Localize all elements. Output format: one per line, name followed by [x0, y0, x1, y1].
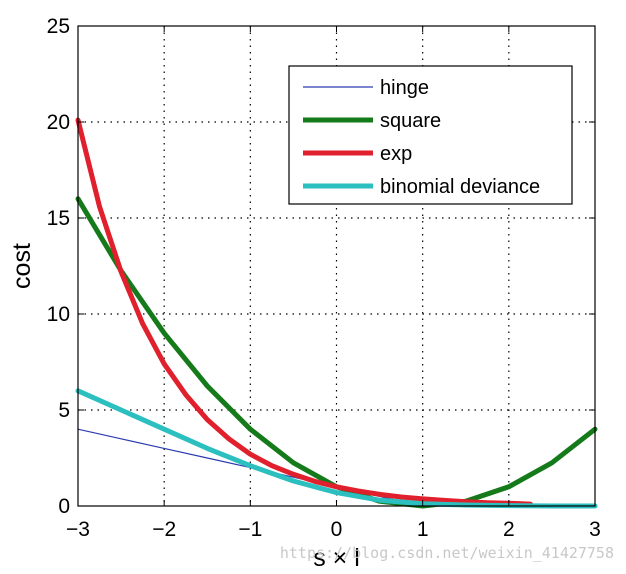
- series-line-exp: [75, 117, 533, 507]
- y-tick-label: 10: [47, 303, 70, 326]
- legend-label: hinge: [380, 77, 429, 99]
- x-tick-label: −2: [152, 518, 176, 541]
- y-tick-label: 25: [47, 15, 70, 38]
- legend-label: exp: [380, 143, 412, 165]
- y-tick-label: 5: [58, 399, 70, 422]
- legend-label: square: [380, 110, 441, 132]
- x-tick-label: 3: [589, 518, 601, 541]
- x-tick-label: −1: [238, 518, 262, 541]
- x-tick-label: −3: [66, 518, 90, 541]
- x-tick-label: 0: [331, 518, 343, 541]
- y-tick-label: 0: [58, 495, 70, 518]
- legend-box: [288, 65, 573, 205]
- x-tick-label: 1: [417, 518, 429, 541]
- watermark-text: https://blog.csdn.net/weixin_41427758: [280, 544, 614, 562]
- y-axis-label: cost: [8, 243, 36, 289]
- legend: hinge square exp binomial deviance: [288, 65, 573, 205]
- legend-label: binomial deviance: [380, 176, 540, 198]
- axis-ticks: [77, 25, 596, 507]
- y-tick-label: 20: [47, 111, 70, 134]
- tick-labels: −3 −2 −1 0 1 2 3 0 5 10 15 20 25: [47, 15, 601, 541]
- x-tick-label: 2: [503, 518, 515, 541]
- y-tick-label: 15: [47, 207, 70, 230]
- x-axis-label: s × l: [313, 544, 360, 572]
